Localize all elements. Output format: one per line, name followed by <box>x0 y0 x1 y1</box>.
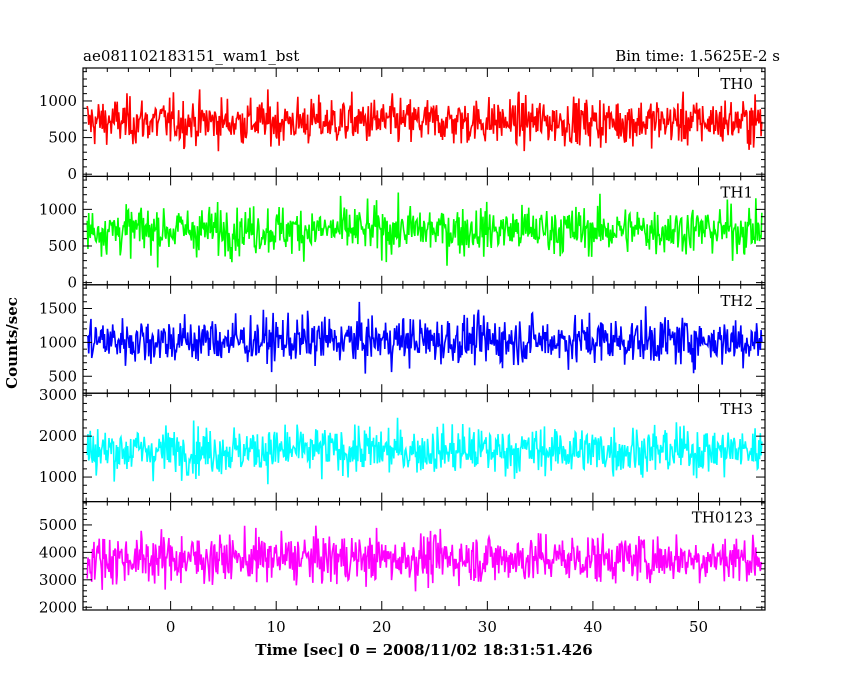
panel-label: TH0123 <box>692 509 753 527</box>
x-tick-label: 30 <box>478 618 497 636</box>
panel-th0123: 2000 3000 4000 5000 TH0123 <box>39 501 766 616</box>
y-tick-label: 0 <box>67 165 77 183</box>
x-tick-label: 50 <box>689 618 708 636</box>
y-tick-label: 2000 <box>39 427 77 445</box>
y-axis-label: Counts/sec <box>3 297 21 389</box>
series-th3 <box>86 417 763 485</box>
panel-label: TH1 <box>720 183 753 201</box>
panel-th2: 500 1000 1500 TH2 <box>39 284 766 394</box>
series-th0 <box>86 89 763 152</box>
y-tick-label: 1000 <box>39 92 77 110</box>
y-tick-label: 1000 <box>39 468 77 486</box>
x-axis-label: Time [sec] 0 = 2008/11/02 18:31:51.426 <box>255 641 592 659</box>
panel-th3: 1000 2000 3000 TH3 <box>39 386 766 503</box>
y-tick-label: 3000 <box>39 571 77 589</box>
y-tick-label: 500 <box>48 129 77 147</box>
series-th2 <box>86 301 763 374</box>
y-tick-label: 1000 <box>39 333 77 351</box>
panel-label: TH2 <box>720 292 753 310</box>
y-tick-label: 500 <box>48 367 77 385</box>
chart-title: ae081102183151_wam1_bst <box>83 47 299 65</box>
x-tick-label: 10 <box>267 618 286 636</box>
panel-label: TH0 <box>720 75 753 93</box>
x-tick-label: 40 <box>583 618 602 636</box>
panel-th1: 0 500 1000 TH1 <box>39 175 766 292</box>
y-tick-label: 2000 <box>39 598 77 616</box>
series-th1 <box>86 192 763 268</box>
y-tick-label: 500 <box>48 237 77 255</box>
x-tick-label: 20 <box>372 618 391 636</box>
panel-label: TH3 <box>720 400 753 418</box>
y-tick-label: 1500 <box>39 300 77 318</box>
y-tick-label: 0 <box>67 274 77 292</box>
x-tick-label: 0 <box>166 618 176 636</box>
y-tick-label: 1000 <box>39 200 77 218</box>
y-tick-label: 5000 <box>39 516 77 534</box>
series-th0123 <box>86 525 763 592</box>
panel-th0: 0 500 1000 TH0 <box>39 67 766 183</box>
y-tick-label: 4000 <box>39 543 77 561</box>
y-tick-label: 3000 <box>39 386 77 404</box>
bin-time-label: Bin time: 1.5625E-2 s <box>615 47 780 65</box>
